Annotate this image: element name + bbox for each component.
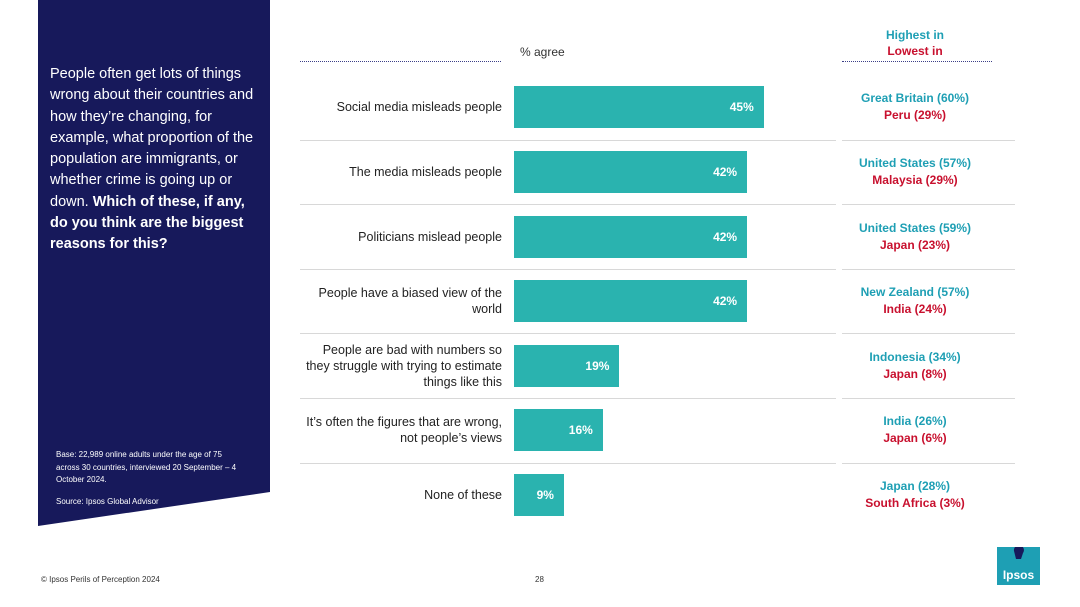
axis-label: % agree <box>520 45 565 59</box>
question-plain: People often get lots of things wrong ab… <box>50 66 254 210</box>
highest-country: India (26%) <box>883 414 947 429</box>
lowest-country: Malaysia (29%) <box>872 172 958 187</box>
bar-value-label: 42% <box>713 229 738 244</box>
bar: 19% <box>514 344 620 387</box>
row-divider <box>842 268 1015 270</box>
bar: 45% <box>514 86 764 129</box>
row-divider <box>300 139 836 141</box>
question-panel: People often get lots of things wrong ab… <box>38 0 270 526</box>
category-label: People are bad with numbers so they stru… <box>306 342 502 389</box>
bar-value-label: 42% <box>713 294 738 309</box>
bar: 16% <box>514 409 603 452</box>
highest-country: New Zealand (57%) <box>860 285 970 300</box>
highest-country: United States (57%) <box>858 155 972 170</box>
bar: 42% <box>514 150 748 193</box>
question-bold: Which of these, if any, do you think are… <box>50 193 245 253</box>
bar-value-label: 19% <box>585 358 610 373</box>
bar-value-label: 9% <box>536 487 554 502</box>
row-divider <box>300 462 836 464</box>
row-divider <box>300 204 836 206</box>
category-label: None of these <box>424 487 502 502</box>
source-note: Source: Ipsos Global Advisor <box>56 497 159 506</box>
highest-country: United States (59%) <box>858 220 972 235</box>
lowest-country: India (24%) <box>883 302 947 317</box>
category-label: Social media misleads people <box>336 100 502 115</box>
row-divider <box>300 333 836 335</box>
row-divider <box>300 398 836 399</box>
category-label: The media misleads people <box>349 164 502 179</box>
category-label: People have a biased view of the world <box>318 286 502 317</box>
header-divider-right <box>842 61 992 62</box>
ipsos-logo: Ipsos <box>997 547 1040 585</box>
highest-country: Indonesia (34%) <box>869 349 961 364</box>
lowest-country: Peru (29%) <box>883 108 947 123</box>
svg-text:Ipsos: Ipsos <box>1003 568 1035 582</box>
lowest-country: South Africa (3%) <box>865 495 965 510</box>
highest-country: Great Britain (60%) <box>860 91 970 106</box>
row-divider <box>842 462 1015 464</box>
header-divider-left <box>300 61 501 62</box>
lowest-country: Japan (8%) <box>883 366 947 381</box>
bar: 42% <box>514 280 748 323</box>
footer-copyright: © Ipsos Perils of Perception 2024 <box>41 575 160 584</box>
category-label: It’s often the figures that are wrong, n… <box>306 415 502 446</box>
page-number: 28 <box>535 575 544 584</box>
lowest-country: Japan (23%) <box>879 237 951 252</box>
bar: 42% <box>514 215 748 258</box>
category-label: Politicians mislead people <box>358 229 502 244</box>
row-divider <box>842 204 1015 206</box>
bar: 9% <box>514 473 564 516</box>
bar-value-label: 42% <box>713 164 738 179</box>
highest-country: Japan (28%) <box>879 478 951 493</box>
lowest-in-header: Lowest in <box>887 44 943 58</box>
question-text: People often get lots of things wrong ab… <box>50 64 262 256</box>
highest-in-header: Highest in <box>885 28 944 42</box>
base-note: Base: 22,989 online adults under the age… <box>56 450 237 485</box>
bar-value-label: 45% <box>729 100 754 115</box>
row-divider <box>842 333 1015 335</box>
row-divider <box>842 139 1015 141</box>
row-divider <box>842 398 1015 399</box>
lowest-country: Japan (6%) <box>883 431 947 446</box>
row-divider <box>300 268 836 270</box>
bar-value-label: 16% <box>568 423 593 438</box>
